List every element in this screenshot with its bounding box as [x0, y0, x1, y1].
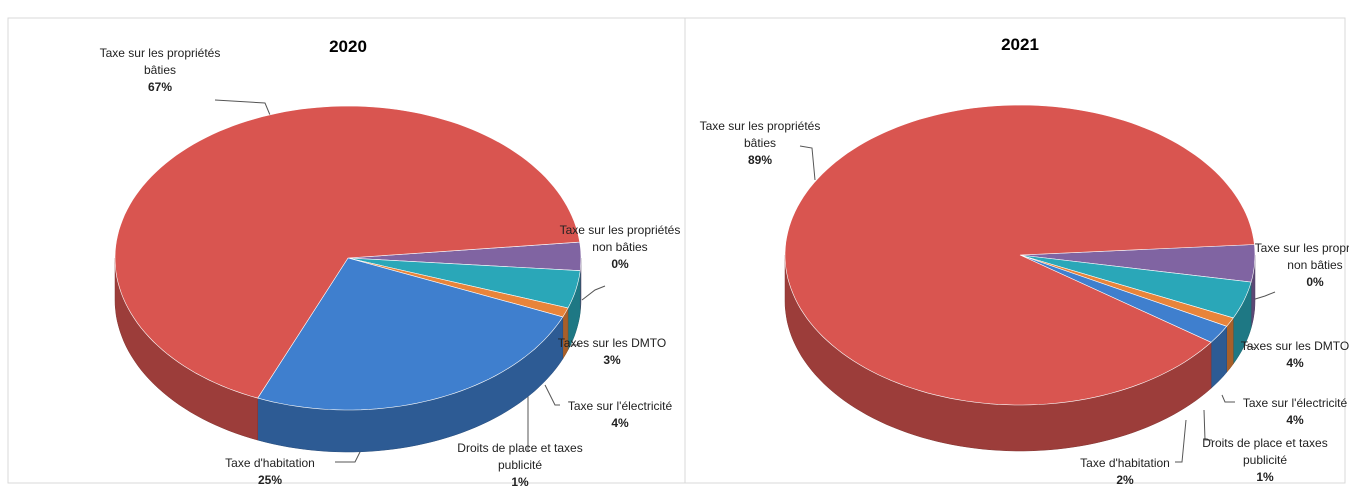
slice-label: Droits de place et taxes publicité 1%	[450, 440, 590, 488]
pie-slice	[1019, 254, 1252, 319]
pie-slice	[347, 241, 582, 272]
pie-slice	[784, 104, 1255, 406]
slice-label: Taxe d'habitation 25%	[200, 455, 340, 488]
slice-label: Taxe sur les propriétés bâties 89%	[690, 118, 830, 169]
slice-name: Droits de place et taxes publicité	[457, 441, 583, 472]
slice-value: 0%	[611, 257, 629, 271]
slice-label: Taxe d'habitation 2%	[1055, 455, 1195, 488]
slice-value: 25%	[257, 473, 283, 487]
slice-value: 4%	[611, 416, 629, 430]
slice-value: 2%	[1116, 473, 1134, 487]
pie-sides	[784, 254, 1256, 452]
slice-label: Droits de place et taxes publicité 1%	[1195, 435, 1335, 486]
slice-label: Taxes sur les DMTO 4%	[1225, 338, 1349, 372]
slice-name: Taxes sur les DMTO	[557, 336, 667, 350]
slice-label: Taxe sur les propriétés non bâties 0%	[550, 222, 690, 273]
slice-value: 4%	[1286, 413, 1304, 427]
pie-slice	[114, 105, 581, 399]
slice-value: 4%	[1286, 356, 1304, 370]
pie-tops	[784, 104, 1256, 406]
slice-name: Taxe sur les propriétés bâties	[699, 119, 821, 150]
pie-slice	[347, 257, 581, 309]
slice-value: 1%	[1256, 470, 1274, 484]
slice-label: Taxe sur les propriétés bâties 67%	[90, 45, 230, 96]
slice-label: Taxe sur l'électricité 4%	[1225, 395, 1349, 429]
slice-name: Taxe sur les propriétés non bâties	[1254, 241, 1349, 272]
pie-slice	[257, 257, 564, 411]
slice-name: Taxe d'habitation	[225, 456, 315, 470]
slice-value: 89%	[747, 153, 773, 167]
slice-name: Droits de place et taxes publicité	[1202, 436, 1328, 467]
slice-name: Taxes sur les DMTO	[1240, 339, 1349, 353]
chart-title: 2021	[1001, 35, 1039, 54]
chart-title: 2020	[329, 37, 367, 56]
pie-slice	[1019, 244, 1256, 283]
slice-label: Taxes sur les DMTO 3%	[542, 335, 682, 369]
pie-tops	[114, 105, 582, 411]
slice-name: Taxe sur l'électricité	[567, 399, 673, 413]
slice-name: Taxe d'habitation	[1080, 456, 1170, 470]
slice-value: 67%	[147, 80, 173, 94]
slice-name: Taxe sur l'électricité	[1242, 396, 1348, 410]
slice-label: Taxe sur l'électricité 4%	[550, 398, 690, 432]
panel	[684, 17, 1346, 484]
slice-name: Taxe sur les propriétés bâties	[99, 46, 221, 77]
slice-name: Taxe sur les propriétés non bâties	[559, 223, 681, 254]
slice-value: 1%	[511, 475, 529, 488]
slice-label: Taxe sur les propriétés non bâties 0%	[1245, 240, 1349, 291]
slice-value: 0%	[1306, 275, 1324, 289]
slice-value: 3%	[603, 353, 621, 367]
